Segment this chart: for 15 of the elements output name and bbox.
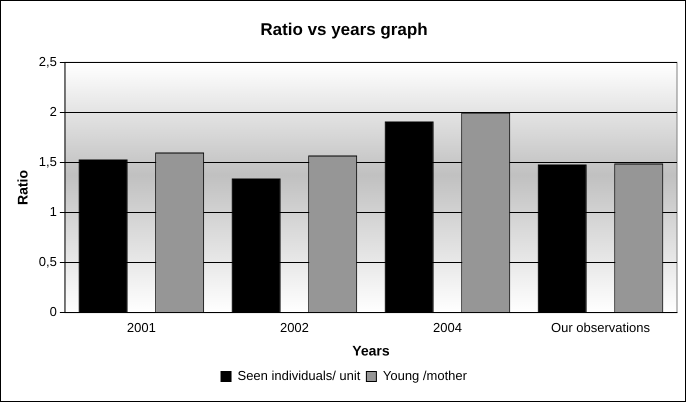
x-tick-label: 2002	[280, 320, 309, 335]
y-tick-label: 2,5	[38, 54, 57, 69]
y-tick-label: 2	[50, 104, 57, 120]
x-axis-title: Years	[352, 342, 390, 358]
legend-label: Young /mother	[382, 368, 468, 384]
y-tick-label: 0	[50, 304, 57, 320]
y-tick-label: 1,5	[38, 154, 57, 170]
chart-title: Ratio vs years graph	[260, 20, 428, 39]
x-tick-label: Our observations	[550, 320, 650, 335]
y-tick-label: 1	[50, 204, 57, 220]
legend-label: Seen individuals/ unit	[238, 368, 361, 384]
x-tick-label: 2004	[432, 320, 462, 335]
y-axis-title: Ratio	[14, 170, 30, 205]
y-tick-label: 0,5	[38, 254, 57, 270]
x-tick-label: 2001	[126, 320, 156, 335]
